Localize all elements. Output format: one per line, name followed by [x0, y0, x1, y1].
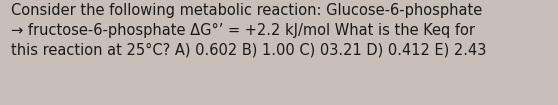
Text: Consider the following metabolic reaction: Glucose-6-phosphate
→ fructose-6-phos: Consider the following metabolic reactio…: [11, 3, 487, 58]
